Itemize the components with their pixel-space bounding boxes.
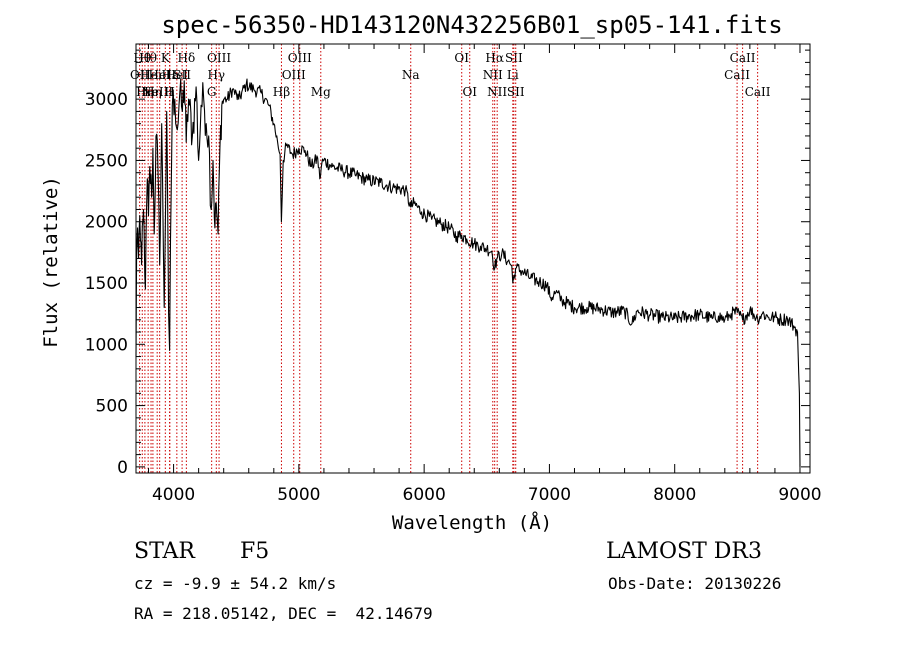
x-tick-label: 6000 [403,485,446,505]
spectrum-series [135,78,801,468]
y-axis-label: Flux (relative) [40,176,62,348]
line-label: SII [507,85,525,99]
line-label: Hα [485,51,504,65]
x-tick-label: 8000 [653,485,696,505]
line-label: CaII [730,51,756,65]
line-label: CaII [745,85,771,99]
y-tick-label: 0 [117,458,128,478]
object-type: STAR [134,539,195,564]
plot-frame [135,43,811,474]
line-label: OIII [282,68,306,82]
subclass: F5 [240,539,270,564]
line-label: OIII [288,51,312,65]
line-label: Li [507,68,519,82]
line-label: K [161,51,171,65]
line-label: H [164,85,174,99]
line-label: Hη [136,85,154,99]
x-axis: 4000 5000 6000 7000 8000 9000 [148,44,822,505]
line-label: OI [454,51,469,65]
line-label: NeIII [141,85,173,99]
line-label: G [207,85,217,99]
y-tick-label: 500 [96,397,128,417]
line-label: HeI [149,68,172,82]
line-label: CaII [724,68,750,82]
y-tick-label: 1000 [85,335,128,355]
line-label: Hθ [133,51,151,65]
line-label: Mg [311,85,331,99]
survey-name: LAMOST DR3 [606,539,762,564]
y-tick-label: 2000 [85,213,128,233]
line-label: HeI [166,68,189,82]
x-axis-label: Wavelength (Å) [392,511,552,534]
line-label: SII [173,68,191,82]
line-label: SII [505,51,523,65]
spectrum-line [135,78,801,468]
line-label: Na [402,68,420,82]
line-label: NII [483,68,503,82]
radial-velocity: cz = -9.9 ± 54.2 km/s [134,574,337,593]
line-label: Hei [140,68,162,82]
x-tick-label: 9000 [778,485,821,505]
coordinates: RA = 218.05142, DEC = 42.14679 [134,604,433,623]
line-label: Hθ [139,51,157,65]
y-tick-label: 3000 [85,90,128,110]
y-tick-label: 2500 [85,151,128,171]
line-label: Hγ [207,68,225,82]
emission-line-markers: OIIHθHηHθHeiHηNeIIIHeIKHHεHeISIIHδGHγOII… [130,44,771,473]
y-tick-label: 1500 [85,274,128,294]
x-tick-label: 7000 [528,485,571,505]
observation-date: Obs-Date: 20130226 [608,574,782,593]
line-label: Hδ [178,51,196,65]
x-tick-label: 5000 [277,485,320,505]
chart-title: spec-56350-HD143120N432256B01_sp05-141.f… [161,11,782,39]
line-label: Hη [144,85,162,99]
line-label: Hβ [273,85,290,99]
line-label: Hε [161,68,178,82]
line-label: NII [487,85,507,99]
line-label: OIII [207,51,231,65]
x-tick-label: 4000 [152,485,195,505]
y-axis: 0 500 1000 1500 2000 2500 3000 [85,49,810,478]
line-label: OI [462,85,477,99]
